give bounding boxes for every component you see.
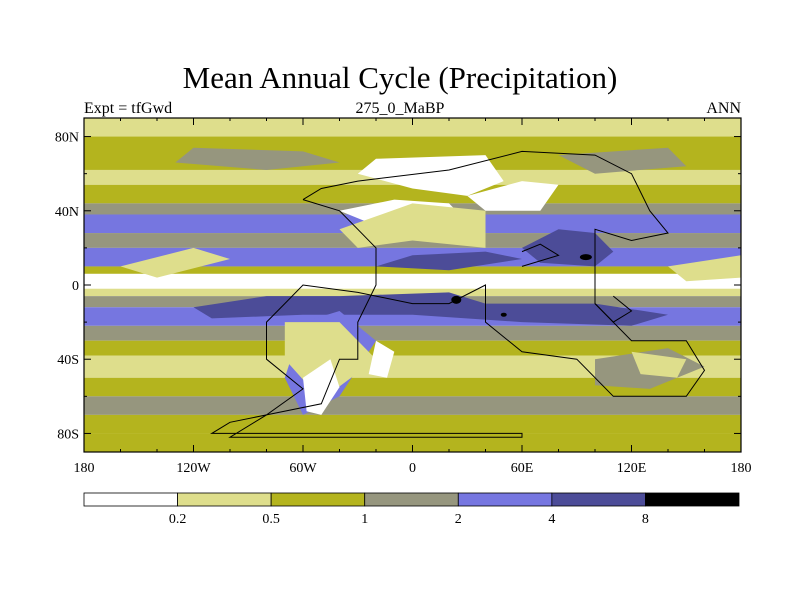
precip-band (84, 184, 741, 204)
precip-band (84, 273, 741, 289)
continent-outlines (210, 150, 706, 438)
y-tick-label: 80N (55, 131, 79, 146)
precip-band (84, 288, 741, 297)
colorbar-label: 1 (361, 512, 368, 527)
x-tick-label: 120E (617, 461, 647, 476)
x-tick-label: 120W (176, 461, 211, 476)
colorbar-swatch (551, 492, 646, 507)
colorbar: 0.2 0.5 1 2 4 8 (83, 492, 740, 527)
precip-band (84, 414, 741, 434)
x-tick-label: 180 (74, 461, 95, 476)
precip-band (84, 266, 741, 274)
precip-region (303, 359, 340, 415)
precip-region (668, 255, 741, 282)
y-tick-label: 40N (55, 205, 79, 220)
season-label: ANN (706, 100, 741, 117)
continent-outline (521, 243, 560, 267)
continent-outline (210, 150, 706, 438)
colorbar-label: 2 (455, 512, 462, 527)
precipitation-anomalies (120, 147, 741, 415)
x-tick-label: 60W (289, 461, 317, 476)
precip-peak (500, 312, 507, 317)
colorbar-swatch (177, 492, 272, 507)
precip-band (84, 377, 741, 397)
map-axes: 180 120W 60W 0 60E 120E 180 80N 40N 0 40S 80S (55, 118, 752, 476)
precip-band (84, 118, 741, 137)
experiment-label: Expt = tfGwd (84, 100, 173, 117)
y-tick-label: 0 (72, 279, 79, 294)
precip-region (193, 292, 668, 326)
precip-region (368, 340, 395, 378)
precip-region (175, 147, 340, 170)
precip-band (84, 325, 741, 341)
chart-title: Mean Annual Cycle (Precipitation) (182, 60, 618, 95)
precip-region (376, 251, 522, 271)
precip-region (467, 181, 559, 211)
colorbar-swatch (83, 492, 178, 507)
colorbar-label: 4 (548, 512, 555, 527)
colorbar-label: 0.5 (262, 512, 280, 527)
x-tick-label: 0 (409, 461, 416, 476)
colorbar-swatch (364, 492, 459, 507)
x-tick-label: 180 (731, 461, 752, 476)
continent-outline (594, 295, 633, 323)
x-tick-label: 60E (511, 461, 534, 476)
precip-region (120, 247, 230, 278)
precip-band (84, 396, 741, 415)
time-period-label: 275_0_MaBP (355, 100, 445, 117)
colorbar-swatch (645, 492, 740, 507)
colorbar-label: 8 (642, 512, 649, 527)
precip-region (631, 351, 687, 378)
precip-region (339, 203, 486, 248)
precip-peak (579, 254, 592, 261)
colorbar-swatch (270, 492, 366, 507)
colorbar-label: 0.2 (169, 512, 187, 527)
precip-band (84, 340, 741, 356)
precip-band (84, 433, 741, 452)
y-tick-label: 40S (57, 353, 79, 368)
precip-region (558, 147, 687, 174)
colorbar-swatch (457, 492, 553, 507)
precip-band (84, 355, 741, 378)
y-tick-label: 80S (57, 427, 79, 442)
